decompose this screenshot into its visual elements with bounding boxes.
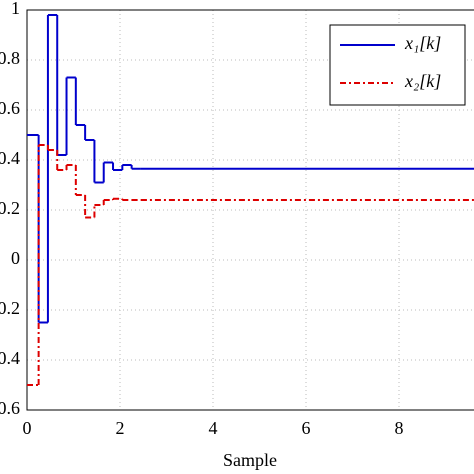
series [27,144,474,386]
y-tick-label: -0.6 [0,398,20,418]
series [27,14,474,324]
y-tick-label: 0.8 [0,48,20,68]
x-tick-label: 0 [23,418,32,438]
y-tick-label: 0.6 [0,98,20,118]
plot-frame [26,9,474,411]
y-tick-label: 0.2 [0,198,20,218]
y-tick-label: 0 [11,248,20,268]
x-axis-label: Sample [223,450,277,470]
x-tick-label: 4 [209,418,218,438]
legend-label: x₁[k] [404,33,441,53]
x-tick-label: 8 [395,418,404,438]
y-tick-label: -0.2 [0,298,20,318]
y-tick-label: 0.4 [0,148,20,168]
y-tick-label: 1 [11,0,20,18]
y-tick-label: -0.4 [0,348,20,368]
legend-label: x₂[k] [404,71,441,91]
x-tick-label: 2 [116,418,125,438]
legend-box [329,24,466,106]
x-tick-label: 6 [302,418,311,438]
